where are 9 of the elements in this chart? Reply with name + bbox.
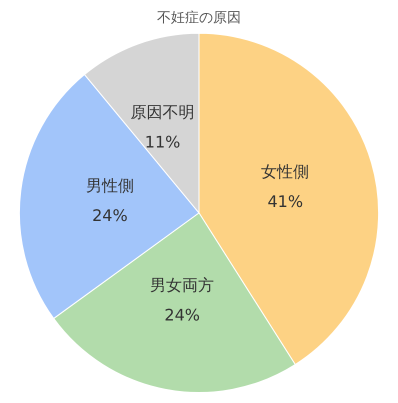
slice-label: 男女両方 <box>150 275 214 294</box>
slice-label: 原因不明 <box>130 102 195 122</box>
slice-label: 女性側 <box>261 162 310 182</box>
data-label: 24% <box>164 305 200 324</box>
slice-label: 男性側 <box>86 176 134 195</box>
data-label: 24% <box>92 206 128 225</box>
chart-title: 不妊症の原因 <box>157 10 241 26</box>
data-label: 11% <box>144 132 180 152</box>
data-label: 41% <box>267 192 304 212</box>
